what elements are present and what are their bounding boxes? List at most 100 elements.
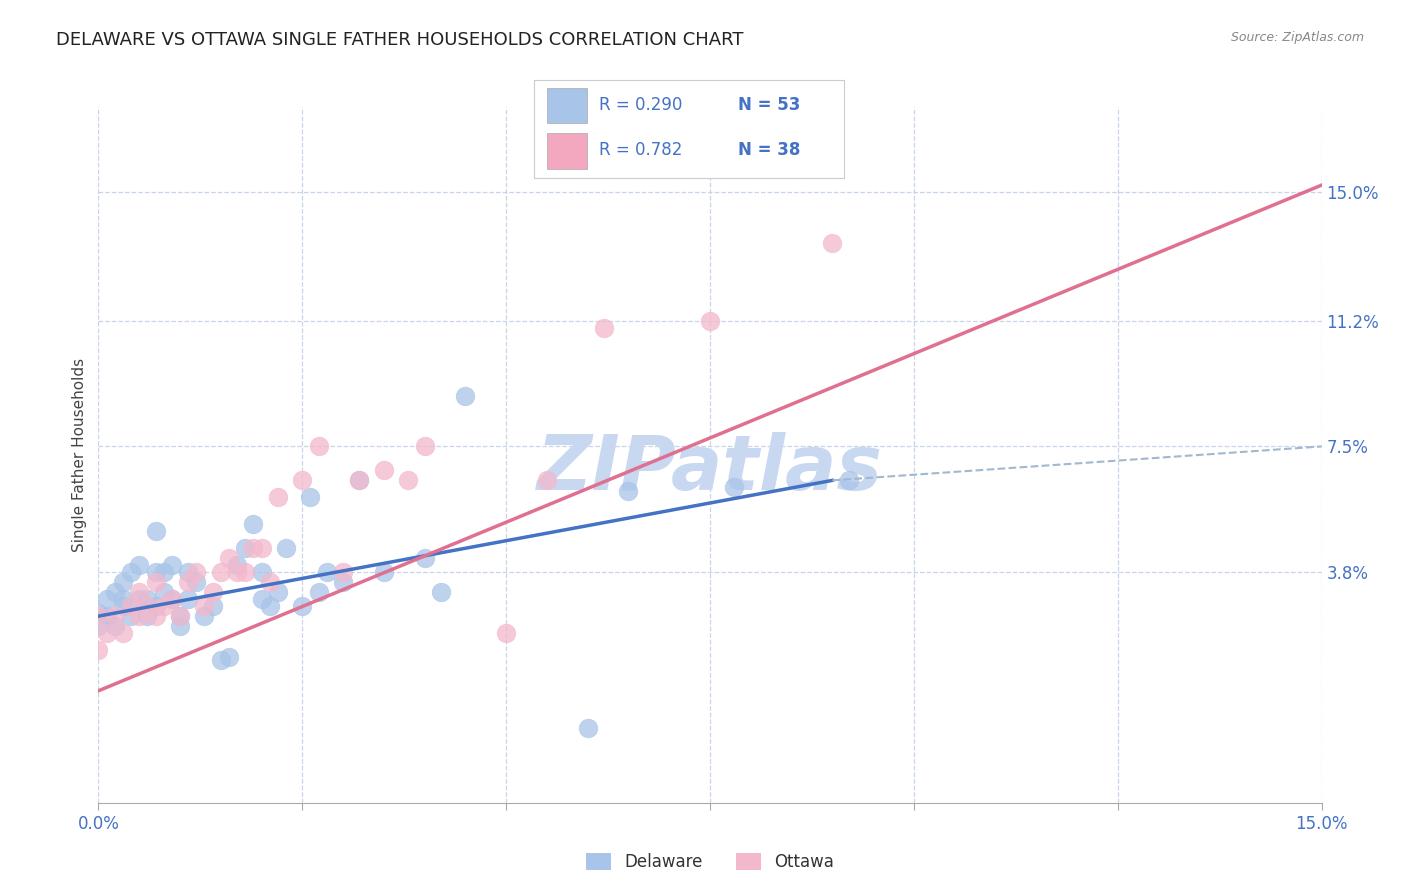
Point (291, 599, 314, 613)
Point (250, 592, 273, 607)
Point (349, 474, 371, 488)
Point (349, 474, 371, 488)
Point (396, 474, 419, 488)
Point (274, 541, 297, 556)
Point (233, 541, 256, 556)
Point (87, 643, 110, 657)
Point (111, 592, 134, 607)
Point (160, 558, 183, 573)
Point (111, 599, 134, 613)
Text: Source: ZipAtlas.com: Source: ZipAtlas.com (1230, 31, 1364, 45)
Point (233, 565, 256, 579)
Point (299, 491, 322, 505)
Point (177, 565, 200, 579)
Point (617, 483, 640, 498)
Point (250, 565, 273, 579)
Point (267, 491, 290, 505)
Point (593, 320, 616, 334)
Point (536, 474, 558, 488)
Point (87, 619, 110, 633)
Point (128, 585, 150, 599)
Point (128, 558, 150, 573)
Point (201, 599, 224, 613)
Point (136, 599, 159, 613)
Point (177, 575, 200, 590)
Point (201, 585, 224, 599)
Point (291, 474, 314, 488)
Point (723, 480, 745, 494)
Point (332, 565, 354, 579)
Legend: Delaware, Ottawa: Delaware, Ottawa (579, 847, 841, 878)
Point (186, 575, 208, 590)
Point (430, 585, 453, 599)
Point (186, 565, 208, 579)
Point (120, 599, 142, 613)
Point (242, 517, 264, 532)
Text: R = 0.290: R = 0.290 (599, 96, 682, 114)
Point (218, 649, 240, 664)
Point (169, 609, 191, 624)
Point (136, 592, 159, 607)
Point (145, 609, 167, 624)
Point (145, 599, 167, 613)
Point (136, 609, 159, 624)
Text: ZIPatlas: ZIPatlas (537, 432, 883, 506)
FancyBboxPatch shape (547, 88, 586, 123)
Point (242, 541, 264, 556)
FancyBboxPatch shape (547, 133, 586, 169)
Point (308, 439, 330, 453)
Text: N = 53: N = 53 (738, 96, 801, 114)
Point (209, 653, 232, 667)
Point (152, 599, 174, 613)
Point (209, 565, 232, 579)
Point (413, 439, 436, 453)
Point (699, 314, 721, 328)
Point (373, 565, 395, 579)
Point (226, 565, 249, 579)
Point (193, 599, 215, 613)
Point (104, 609, 127, 624)
Point (218, 551, 240, 566)
Point (454, 388, 477, 402)
Point (152, 565, 174, 579)
Point (96, 592, 118, 607)
Point (177, 592, 200, 607)
Point (332, 575, 354, 590)
Point (308, 585, 330, 599)
Point (120, 609, 142, 624)
Point (169, 619, 191, 633)
Point (267, 585, 290, 599)
Point (838, 474, 860, 488)
Text: R = 0.782: R = 0.782 (599, 141, 682, 159)
Point (104, 585, 127, 599)
Point (160, 592, 183, 607)
Point (96, 626, 118, 640)
Point (821, 235, 844, 250)
Point (87, 606, 110, 620)
Point (128, 592, 150, 607)
Point (104, 619, 127, 633)
Point (145, 524, 167, 539)
Point (495, 626, 517, 640)
Point (250, 541, 273, 556)
Point (111, 626, 134, 640)
Point (259, 599, 281, 613)
Point (145, 565, 167, 579)
Point (120, 565, 142, 579)
Text: DELAWARE VS OTTAWA SINGLE FATHER HOUSEHOLDS CORRELATION CHART: DELAWARE VS OTTAWA SINGLE FATHER HOUSEHO… (56, 31, 744, 49)
Y-axis label: Single Father Households: Single Father Households (72, 358, 87, 552)
Point (259, 575, 281, 590)
Point (160, 592, 183, 607)
Point (226, 558, 249, 573)
Point (315, 565, 337, 579)
Point (145, 575, 167, 590)
Point (128, 609, 150, 624)
Point (576, 721, 599, 735)
Point (169, 609, 191, 624)
Point (413, 551, 436, 566)
Point (373, 463, 395, 477)
Text: N = 38: N = 38 (738, 141, 801, 159)
Point (152, 585, 174, 599)
Point (111, 575, 134, 590)
Point (193, 609, 215, 624)
